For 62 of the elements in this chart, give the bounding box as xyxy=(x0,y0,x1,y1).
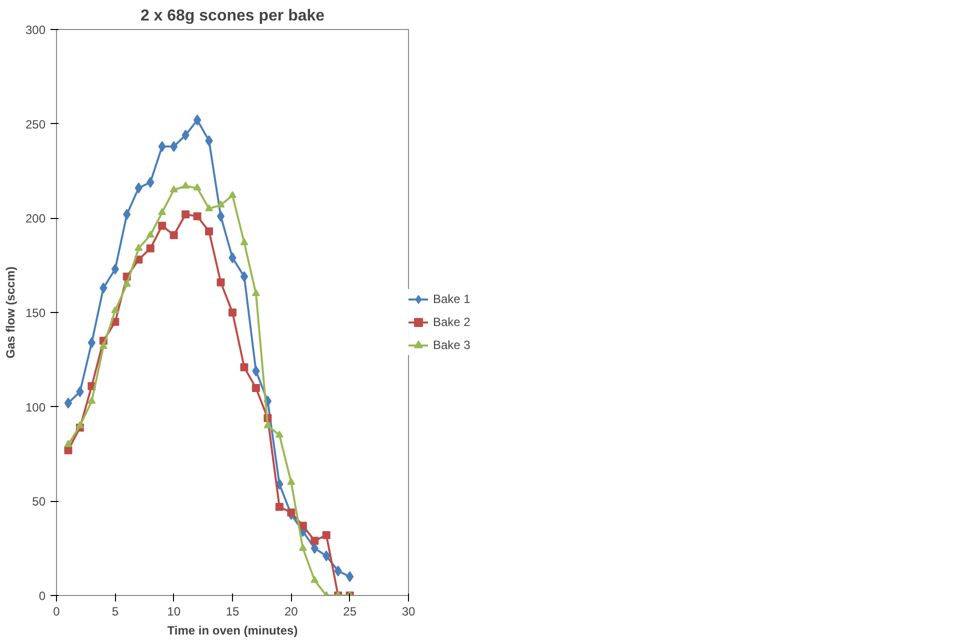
point xyxy=(64,440,72,448)
point xyxy=(99,342,108,349)
x-axis-title: Time in oven (minutes) xyxy=(167,624,298,638)
y-tick-label: 300 xyxy=(25,23,46,37)
legend-label: Bake 2 xyxy=(433,315,470,329)
point xyxy=(287,478,296,485)
point xyxy=(193,114,202,126)
point xyxy=(170,231,178,240)
y-axis-title: Gas flow (sccm) xyxy=(3,266,18,359)
legend-label: Bake 1 xyxy=(433,292,470,306)
point xyxy=(216,200,225,208)
point xyxy=(182,210,190,218)
point xyxy=(310,576,319,583)
y-tick-label: 50 xyxy=(32,494,46,509)
point xyxy=(298,522,307,530)
point xyxy=(158,222,166,230)
point xyxy=(205,204,214,212)
legend-label: Bake 3 xyxy=(433,338,470,352)
x-tick-label: 25 xyxy=(343,604,357,618)
point xyxy=(252,384,260,392)
y-tick-label: 250 xyxy=(25,117,46,132)
point xyxy=(88,337,96,348)
x-tick-label: 0 xyxy=(53,604,60,618)
x-tick-label: 5 xyxy=(112,604,119,618)
point xyxy=(275,502,284,511)
point xyxy=(240,271,248,282)
point xyxy=(310,536,319,545)
point xyxy=(228,190,236,198)
point xyxy=(216,210,225,222)
point xyxy=(122,280,131,287)
point xyxy=(298,544,307,551)
point xyxy=(287,508,296,516)
point xyxy=(216,278,225,286)
point xyxy=(76,421,84,428)
y-tick-label: 150 xyxy=(25,306,46,320)
point xyxy=(252,289,260,296)
point xyxy=(228,308,236,316)
x-tick-label: 10 xyxy=(167,604,181,618)
point xyxy=(146,230,154,238)
point xyxy=(64,398,72,409)
point xyxy=(240,363,248,372)
x-tick-label: 30 xyxy=(402,604,416,618)
point xyxy=(158,208,166,216)
x-tick-label: 20 xyxy=(284,604,298,618)
point xyxy=(275,430,284,438)
point xyxy=(205,227,214,236)
point xyxy=(240,238,248,246)
y-tick-label: 200 xyxy=(25,212,46,226)
y-tick-label: 100 xyxy=(25,400,46,414)
point xyxy=(193,212,202,220)
x-tick-label: 15 xyxy=(226,604,240,618)
point xyxy=(264,421,272,428)
point xyxy=(322,531,330,540)
point xyxy=(182,182,190,189)
point xyxy=(111,306,120,314)
point xyxy=(88,396,96,404)
point xyxy=(134,244,143,251)
point xyxy=(170,185,178,192)
point xyxy=(193,183,202,190)
y-tick-label: 0 xyxy=(38,589,46,603)
chart-title: 2 x 68g scones per bake xyxy=(140,8,325,24)
point xyxy=(146,244,154,252)
